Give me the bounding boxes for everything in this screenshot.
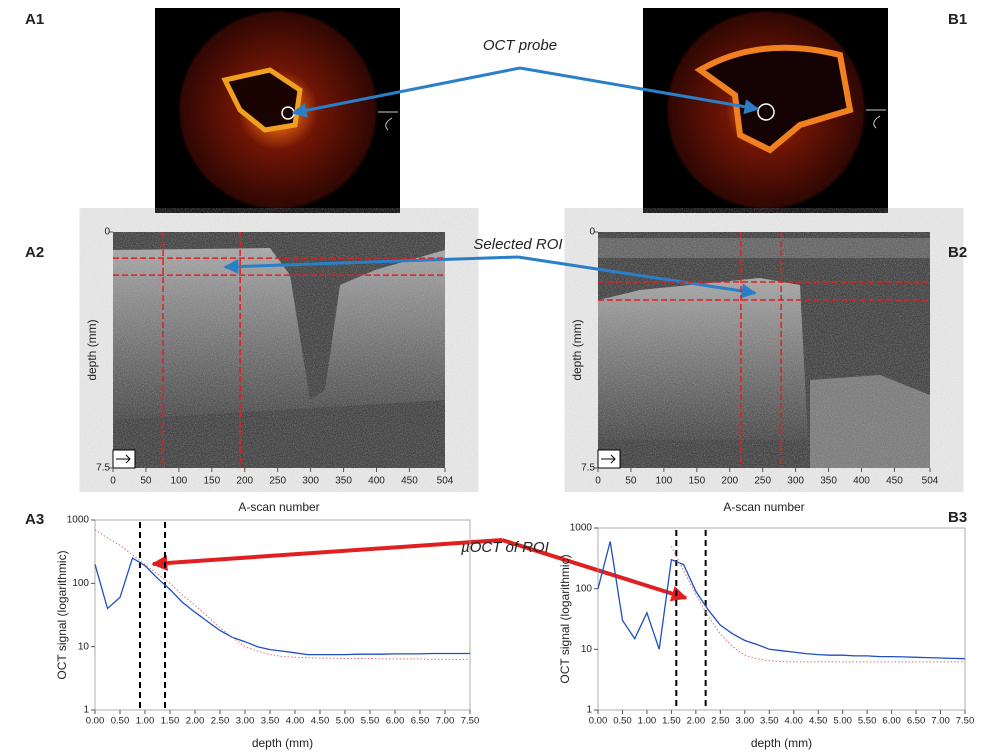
panel-label: B1 <box>948 11 967 28</box>
x-tick-label: 7.50 <box>461 716 480 727</box>
x-tick-label: 150 <box>688 476 705 487</box>
x-tick-label: 7.00 <box>931 716 950 727</box>
panel-label: B2 <box>948 244 967 261</box>
x-tick-label: 6.50 <box>411 716 430 727</box>
y-tick-label: 1 <box>586 705 592 716</box>
annotation-arrows <box>151 66 760 602</box>
x-tick-label: 150 <box>203 476 220 487</box>
x-tick-label: 0.00 <box>589 716 608 727</box>
x-tick-label: 350 <box>820 476 837 487</box>
x-tick-label: 3.00 <box>236 716 255 727</box>
x-tick-label: 1.50 <box>662 716 681 727</box>
x-tick-label: 5.50 <box>858 716 877 727</box>
oct-image-a1 <box>155 8 400 213</box>
bscan-image-a2 <box>112 232 445 469</box>
x-axis-label: A-scan number <box>723 500 804 514</box>
x-tick-label: 100 <box>656 476 673 487</box>
x-tick-label: 5.50 <box>361 716 380 727</box>
data-line <box>597 541 966 660</box>
x-tick-label: 350 <box>335 476 352 487</box>
x-tick-label: 2.50 <box>711 716 730 727</box>
x-tick-label: 7.00 <box>436 716 455 727</box>
x-tick-label: 400 <box>853 476 870 487</box>
panel-label: A1 <box>25 11 44 28</box>
x-tick-label: 4.00 <box>784 716 803 727</box>
data-line <box>94 529 470 660</box>
x-tick-label: 3.50 <box>261 716 280 727</box>
x-tick-label: 6.00 <box>882 716 901 727</box>
y-tick-label: 7.5 <box>581 463 595 474</box>
annotation: µOCT of ROI <box>461 539 549 556</box>
x-tick-label: 504 <box>922 476 939 487</box>
y-axis-label: depth (mm) <box>85 319 99 380</box>
x-tick-label: 50 <box>625 476 637 487</box>
x-tick-label: 504 <box>437 476 454 487</box>
x-tick-label: 0.50 <box>111 716 130 727</box>
x-tick-label: 200 <box>721 476 738 487</box>
y-tick-label: 10 <box>581 644 593 655</box>
oct-image-b1 <box>643 8 888 213</box>
x-tick-label: 400 <box>368 476 385 487</box>
x-tick-label: 4.50 <box>809 716 828 727</box>
x-tick-label: 250 <box>269 476 286 487</box>
x-tick-label: 0.00 <box>86 716 105 727</box>
y-tick-label: 0 <box>589 227 595 238</box>
x-tick-label: 5.00 <box>833 716 852 727</box>
x-tick-label: 1.00 <box>136 716 155 727</box>
y-axis-label: depth (mm) <box>570 319 584 380</box>
x-tick-label: 5.00 <box>336 716 355 727</box>
y-axis-label: OCT signal (logarithmic) <box>55 550 69 679</box>
x-tick-label: 0 <box>110 476 116 487</box>
y-tick-label: 100 <box>72 578 89 589</box>
x-tick-label: 2.00 <box>186 716 205 727</box>
plot-frame <box>597 527 966 711</box>
x-tick-label: 6.00 <box>386 716 405 727</box>
x-tick-label: 2.50 <box>211 716 230 727</box>
y-axis-label: OCT signal (logarithmic) <box>558 554 572 683</box>
x-tick-label: 4.50 <box>311 716 330 727</box>
x-tick-label: 1.00 <box>638 716 657 727</box>
data-line <box>94 557 470 656</box>
y-tick-label: 7.5 <box>96 463 110 474</box>
x-tick-label: 1.50 <box>161 716 180 727</box>
panel-label: B3 <box>948 509 967 526</box>
x-tick-label: 450 <box>886 476 903 487</box>
x-tick-label: 300 <box>302 476 319 487</box>
x-tick-label: 50 <box>140 476 152 487</box>
x-tick-label: 0 <box>595 476 601 487</box>
x-tick-label: 3.50 <box>760 716 779 727</box>
annotation: Selected ROI <box>473 236 562 253</box>
y-tick-label: 1000 <box>67 515 90 526</box>
x-tick-label: 2.00 <box>687 716 706 727</box>
x-tick-label: 100 <box>171 476 188 487</box>
x-axis-label: A-scan number <box>238 500 319 514</box>
annotation: OCT probe <box>483 37 557 54</box>
bscan-image-b2 <box>597 232 930 469</box>
x-tick-label: 3.00 <box>736 716 755 727</box>
y-tick-label: 1 <box>83 705 89 716</box>
y-tick-label: 10 <box>78 641 90 652</box>
x-tick-label: 0.50 <box>613 716 632 727</box>
x-tick-label: 4.00 <box>286 716 305 727</box>
y-tick-label: 0 <box>104 227 110 238</box>
plot-frame <box>94 519 471 711</box>
x-axis-label: depth (mm) <box>751 736 812 750</box>
x-axis-label: depth (mm) <box>252 736 313 750</box>
panel-label: A2 <box>25 244 44 261</box>
x-tick-label: 450 <box>401 476 418 487</box>
y-tick-label: 1000 <box>570 523 593 534</box>
x-tick-label: 6.50 <box>907 716 926 727</box>
data-line <box>670 546 965 663</box>
y-tick-label: 100 <box>575 583 592 594</box>
x-tick-label: 200 <box>236 476 253 487</box>
x-tick-label: 7.50 <box>956 716 975 727</box>
panel-label: A3 <box>25 511 44 528</box>
x-tick-label: 300 <box>787 476 804 487</box>
x-tick-label: 250 <box>754 476 771 487</box>
